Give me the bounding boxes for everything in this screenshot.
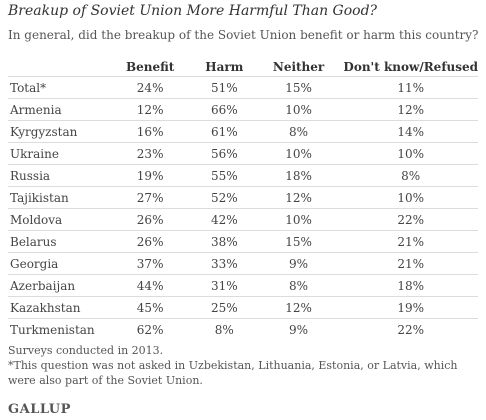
row-harm-cell: 38%: [194, 230, 254, 253]
row-harm-cell: 66%: [194, 98, 254, 121]
column-header-dont-know: Don't know/Refused: [343, 59, 478, 74]
row-neither-cell: 8%: [253, 120, 344, 143]
row-dont-know-cell: 14%: [343, 120, 478, 143]
row-country-label: Moldova: [8, 208, 106, 231]
row-benefit-cell: 37%: [105, 252, 195, 275]
row-dont-know-cell: 8%: [343, 164, 478, 187]
row-harm-cell: 31%: [194, 274, 254, 297]
row-neither-cell: 9%: [253, 318, 344, 340]
table-row: Georgia 37% 33% 9% 21%: [8, 252, 478, 275]
table-row: Azerbaijan 44% 31% 8% 18%: [8, 274, 478, 297]
row-harm-cell: 61%: [194, 120, 254, 143]
row-dont-know-cell: 18%: [343, 274, 478, 297]
table-row: Turkmenistan 62% 8% 9% 22%: [8, 318, 478, 340]
row-harm-cell: 42%: [194, 208, 254, 231]
gallup-logo: GALLUP: [8, 402, 71, 417]
row-harm-cell: 51%: [194, 76, 254, 99]
row-country-label: Armenia: [8, 98, 106, 121]
table-body: Total* 24% 51% 15% 11% Armenia 12% 66% 10% 12% Kyr…: [8, 76, 478, 340]
footnotes: Surveys conducted in 2013. *This questio…: [8, 343, 478, 388]
table-row: Kazakhstan 45% 25% 12% 19%: [8, 296, 478, 319]
row-neither-cell: 12%: [253, 186, 344, 209]
footnote-asterisk: *This question was not asked in Uzbekist…: [8, 359, 458, 387]
row-country-label: Georgia: [8, 252, 106, 275]
row-benefit-cell: 26%: [105, 208, 195, 231]
table-row: Armenia 12% 66% 10% 12%: [8, 98, 478, 121]
table-row: Moldova 26% 42% 10% 22%: [8, 208, 478, 231]
table-row: Kyrgyzstan 16% 61% 8% 14%: [8, 120, 478, 143]
row-country-label: Turkmenistan: [8, 318, 106, 340]
row-dont-know-cell: 11%: [343, 76, 478, 99]
row-harm-cell: 55%: [194, 164, 254, 187]
chart-title: Breakup of Soviet Union More Harmful Tha…: [8, 3, 378, 19]
row-benefit-cell: 12%: [105, 98, 195, 121]
row-benefit-cell: 23%: [105, 142, 195, 165]
row-dont-know-cell: 19%: [343, 296, 478, 319]
row-benefit-cell: 45%: [105, 296, 195, 319]
row-dont-know-cell: 22%: [343, 208, 478, 231]
question-subtitle: In general, did the breakup of the Sovie…: [8, 28, 479, 42]
row-benefit-cell: 26%: [105, 230, 195, 253]
row-dont-know-cell: 22%: [343, 318, 478, 340]
row-benefit-cell: 62%: [105, 318, 195, 340]
row-dont-know-cell: 21%: [343, 252, 478, 275]
table-row: Total* 24% 51% 15% 11%: [8, 76, 478, 99]
table-row: Russia 19% 55% 18% 8%: [8, 164, 478, 187]
row-harm-cell: 33%: [194, 252, 254, 275]
row-country-label: Azerbaijan: [8, 274, 106, 297]
row-neither-cell: 15%: [253, 230, 344, 253]
column-header-benefit: Benefit: [125, 59, 175, 74]
column-header-country: [8, 57, 105, 77]
row-dont-know-cell: 10%: [343, 142, 478, 165]
row-country-label: Kyrgyzstan: [8, 120, 106, 143]
row-country-label: Belarus: [8, 230, 106, 253]
row-benefit-cell: 44%: [105, 274, 195, 297]
row-benefit-cell: 27%: [105, 186, 195, 209]
row-harm-cell: 8%: [194, 318, 254, 340]
survey-note: Surveys conducted in 2013.: [8, 344, 164, 357]
table-row: Ukraine 23% 56% 10% 10%: [8, 142, 478, 165]
row-neither-cell: 10%: [253, 142, 344, 165]
row-neither-cell: 10%: [253, 208, 344, 231]
row-dont-know-cell: 10%: [343, 186, 478, 209]
row-harm-cell: 25%: [194, 296, 254, 319]
row-neither-cell: 9%: [253, 252, 344, 275]
row-country-label: Total*: [8, 76, 106, 99]
row-neither-cell: 12%: [253, 296, 344, 319]
row-neither-cell: 18%: [253, 164, 344, 187]
column-header-harm: Harm: [205, 59, 244, 74]
row-dont-know-cell: 12%: [343, 98, 478, 121]
row-harm-cell: 52%: [194, 186, 254, 209]
row-neither-cell: 8%: [253, 274, 344, 297]
row-country-label: Tajikistan: [8, 186, 106, 209]
row-benefit-cell: 19%: [105, 164, 195, 187]
row-harm-cell: 56%: [194, 142, 254, 165]
row-benefit-cell: 24%: [105, 76, 195, 99]
table-row: Belarus 26% 38% 15% 21%: [8, 230, 478, 253]
row-dont-know-cell: 21%: [343, 230, 478, 253]
row-neither-cell: 10%: [253, 98, 344, 121]
row-benefit-cell: 16%: [105, 120, 195, 143]
column-header-neither: Neither: [272, 59, 325, 74]
table-row: Tajikistan 27% 52% 12% 10%: [8, 186, 478, 209]
row-country-label: Ukraine: [8, 142, 106, 165]
row-neither-cell: 15%: [253, 76, 344, 99]
table-header-row: Benefit Harm Neither Don't know/Refused: [8, 57, 478, 77]
results-table: Benefit Harm Neither Don't know/Refused …: [8, 57, 478, 340]
row-country-label: Kazakhstan: [8, 296, 106, 319]
row-country-label: Russia: [8, 164, 106, 187]
